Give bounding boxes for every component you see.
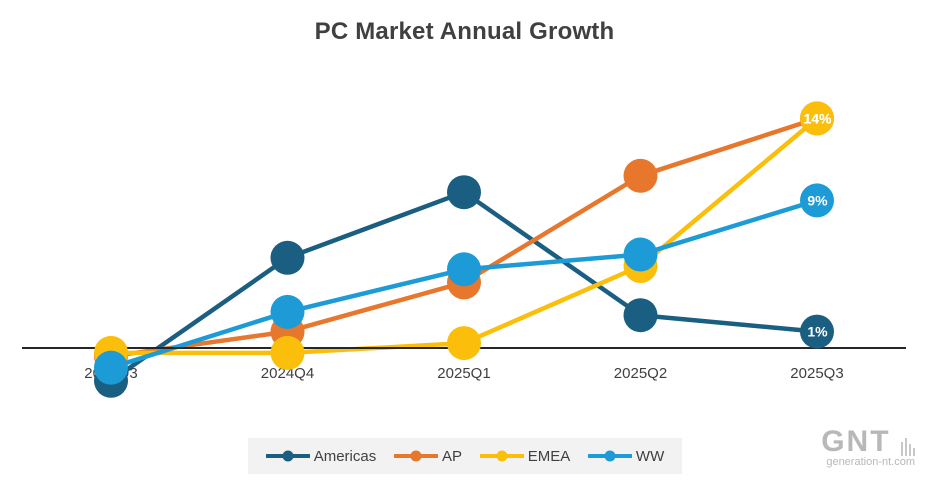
data-point-emea bbox=[447, 326, 481, 361]
watermark-url: generation-nt.com bbox=[826, 456, 915, 468]
data-point-ap bbox=[623, 158, 658, 193]
legend-item-emea: EMEA bbox=[479, 447, 571, 465]
legend-swatch-americas bbox=[265, 450, 310, 462]
data-point-ww bbox=[270, 294, 305, 329]
data-point-ww bbox=[94, 350, 128, 385]
watermark-logo: GNT bbox=[821, 425, 891, 458]
data-point-ww bbox=[447, 252, 481, 287]
x-tick-label: 2025Q2 bbox=[614, 365, 667, 382]
x-tick-label: 2024Q4 bbox=[261, 365, 314, 382]
data-label-emea: 14% bbox=[803, 110, 832, 126]
data-point-emea bbox=[270, 335, 305, 370]
data-point-ww bbox=[623, 237, 658, 272]
watermark: GNT generation-nt.com bbox=[821, 425, 915, 468]
legend-label: Americas bbox=[313, 447, 377, 465]
legend-label: AP bbox=[441, 447, 462, 465]
x-tick-label: 2025Q3 bbox=[790, 365, 843, 382]
watermark-bars-icon bbox=[899, 437, 915, 456]
data-label-ap: 14% bbox=[803, 110, 832, 126]
data-point-ww bbox=[800, 183, 834, 218]
legend-item-ap: AP bbox=[393, 447, 462, 465]
legend-swatch-emea bbox=[479, 450, 524, 462]
x-tick-label: 2025Q1 bbox=[437, 365, 490, 382]
legend-swatch-ap bbox=[393, 450, 438, 462]
data-point-americas bbox=[800, 314, 834, 349]
data-point-emea bbox=[800, 101, 834, 136]
legend-label: WW bbox=[635, 447, 665, 465]
data-label-americas: 1% bbox=[807, 324, 828, 340]
chart-plot-area: 2024Q32024Q42025Q12025Q22025Q3 1%14%14%9… bbox=[22, 101, 906, 398]
chart-title: PC Market Annual Growth bbox=[314, 18, 615, 45]
legend-item-ww: WW bbox=[587, 447, 665, 465]
data-label-ww: 9% bbox=[807, 192, 828, 208]
data-point-americas bbox=[270, 240, 305, 275]
data-point-americas bbox=[623, 298, 658, 333]
chart-legend: Americas AP EMEA WW bbox=[248, 438, 682, 474]
data-point-americas bbox=[447, 175, 481, 210]
legend-swatch-ww bbox=[587, 450, 632, 462]
legend-label: EMEA bbox=[527, 447, 571, 465]
legend-item-americas: Americas bbox=[265, 447, 377, 465]
